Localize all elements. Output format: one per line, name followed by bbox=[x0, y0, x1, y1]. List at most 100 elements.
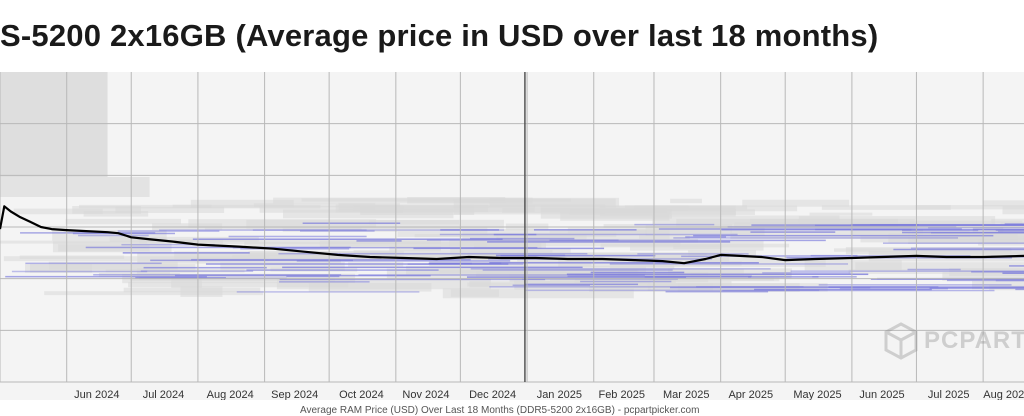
price-range-band bbox=[368, 220, 460, 225]
price-range-band bbox=[915, 205, 1024, 210]
price-range-band bbox=[931, 232, 1024, 234]
price-range-band bbox=[991, 218, 1024, 224]
price-range-band bbox=[524, 283, 639, 286]
price-range-band bbox=[52, 229, 167, 241]
price-range-band bbox=[246, 269, 439, 271]
price-range-band bbox=[253, 203, 400, 208]
price-range-band bbox=[358, 274, 645, 276]
x-tick-label: Feb 2025 bbox=[598, 389, 644, 400]
price-range-band bbox=[665, 290, 769, 293]
price-range-band bbox=[814, 224, 1024, 227]
price-range-band bbox=[286, 275, 340, 278]
price-range-band bbox=[590, 271, 685, 274]
price-range-band bbox=[821, 205, 951, 210]
price-range-band bbox=[115, 206, 225, 213]
price-range-band bbox=[228, 235, 367, 238]
price-range-band bbox=[93, 273, 342, 276]
x-tick-label: Oct 2024 bbox=[339, 389, 384, 400]
price-range-band bbox=[190, 199, 294, 208]
price-range-band bbox=[754, 288, 932, 291]
price-range-band bbox=[236, 291, 420, 293]
price-range-band bbox=[353, 250, 553, 260]
price-range-band bbox=[453, 198, 616, 208]
price-range-band bbox=[83, 210, 149, 217]
price-range-band bbox=[812, 276, 857, 278]
price-range-band bbox=[995, 229, 1024, 232]
price-range-band bbox=[121, 243, 215, 246]
price-range-band bbox=[440, 229, 500, 231]
price-range-band bbox=[998, 230, 1024, 233]
price-range-band bbox=[848, 269, 1024, 274]
price-range-band bbox=[308, 283, 432, 292]
price-range-band bbox=[637, 253, 749, 255]
price-range-band bbox=[971, 271, 1024, 273]
price-range-band bbox=[512, 284, 591, 287]
price-range-band bbox=[30, 264, 196, 273]
price-range-band bbox=[685, 236, 727, 238]
price-range-band bbox=[11, 270, 148, 273]
price-range-band bbox=[693, 234, 994, 237]
x-tick-label: Sep 2024 bbox=[271, 389, 318, 400]
price-range-band bbox=[397, 226, 488, 237]
price-range-band bbox=[716, 255, 971, 257]
price-range-band bbox=[855, 262, 1024, 270]
price-range-band bbox=[20, 232, 156, 234]
price-range-band bbox=[300, 230, 375, 232]
x-tick-label: Jun 2024 bbox=[74, 389, 119, 400]
price-range-band bbox=[750, 231, 836, 233]
x-tick-label: Dec 2024 bbox=[469, 389, 516, 400]
box-logo-icon bbox=[884, 322, 918, 360]
price-range-band bbox=[828, 286, 1024, 288]
price-range-band bbox=[240, 248, 350, 250]
price-range-band bbox=[634, 223, 715, 226]
price-range-band bbox=[730, 230, 970, 239]
average-price-line bbox=[0, 205, 1024, 265]
pcpartpicker-watermark: PCPART bbox=[884, 322, 1024, 360]
price-range-band bbox=[252, 229, 505, 231]
price-range-band bbox=[839, 287, 948, 290]
price-range-band bbox=[818, 284, 1012, 286]
price-chart: Jun 2024 Jul 2024 Aug 2024 Sep 2024 Oct 2024… bbox=[0, 72, 1024, 400]
price-range-band bbox=[946, 279, 1024, 282]
x-tick-label: Jan 2025 bbox=[537, 389, 582, 400]
price-range-band bbox=[742, 199, 850, 207]
price-range-band bbox=[5, 275, 207, 278]
chart-title: S-5200 2x16GB (Average price in USD over… bbox=[0, 18, 879, 53]
price-range-band bbox=[413, 247, 605, 250]
price-range-band bbox=[928, 226, 1024, 229]
price-range-band bbox=[232, 246, 538, 249]
price-range-band bbox=[65, 218, 181, 225]
price-range-band bbox=[1002, 272, 1024, 274]
x-tick-label: Mar 2025 bbox=[663, 389, 709, 400]
price-range-band bbox=[3, 256, 269, 262]
price-range-band bbox=[72, 206, 141, 214]
x-tick-label: Jul 2024 bbox=[143, 389, 185, 400]
price-range-band bbox=[972, 228, 1024, 231]
price-range-band bbox=[482, 269, 673, 271]
price-range-band bbox=[762, 272, 851, 274]
price-range-band bbox=[669, 286, 871, 289]
price-range-band bbox=[982, 200, 1024, 207]
price-range-band bbox=[232, 255, 398, 259]
x-tick-label: Jul 2025 bbox=[928, 389, 970, 400]
price-range-band bbox=[439, 233, 738, 236]
price-range-band bbox=[540, 205, 798, 212]
price-range-band bbox=[44, 291, 264, 296]
x-tick-label: May 2025 bbox=[793, 389, 841, 400]
price-range-band bbox=[798, 216, 996, 225]
price-range-band bbox=[644, 276, 752, 278]
price-range-band bbox=[0, 240, 148, 244]
price-range-band bbox=[883, 242, 1024, 244]
price-range-band bbox=[790, 270, 1024, 272]
price-range-band bbox=[1009, 265, 1024, 267]
price-range-band bbox=[159, 229, 367, 231]
price-range-band bbox=[282, 227, 398, 232]
price-range-band bbox=[278, 252, 588, 255]
price-range-band bbox=[489, 262, 759, 264]
price-range-band bbox=[893, 248, 1024, 251]
price-range-band bbox=[466, 276, 687, 278]
price-range-band bbox=[907, 268, 961, 271]
price-range-band bbox=[609, 263, 849, 265]
price-range-band bbox=[500, 254, 656, 257]
price-range-band bbox=[495, 254, 566, 257]
